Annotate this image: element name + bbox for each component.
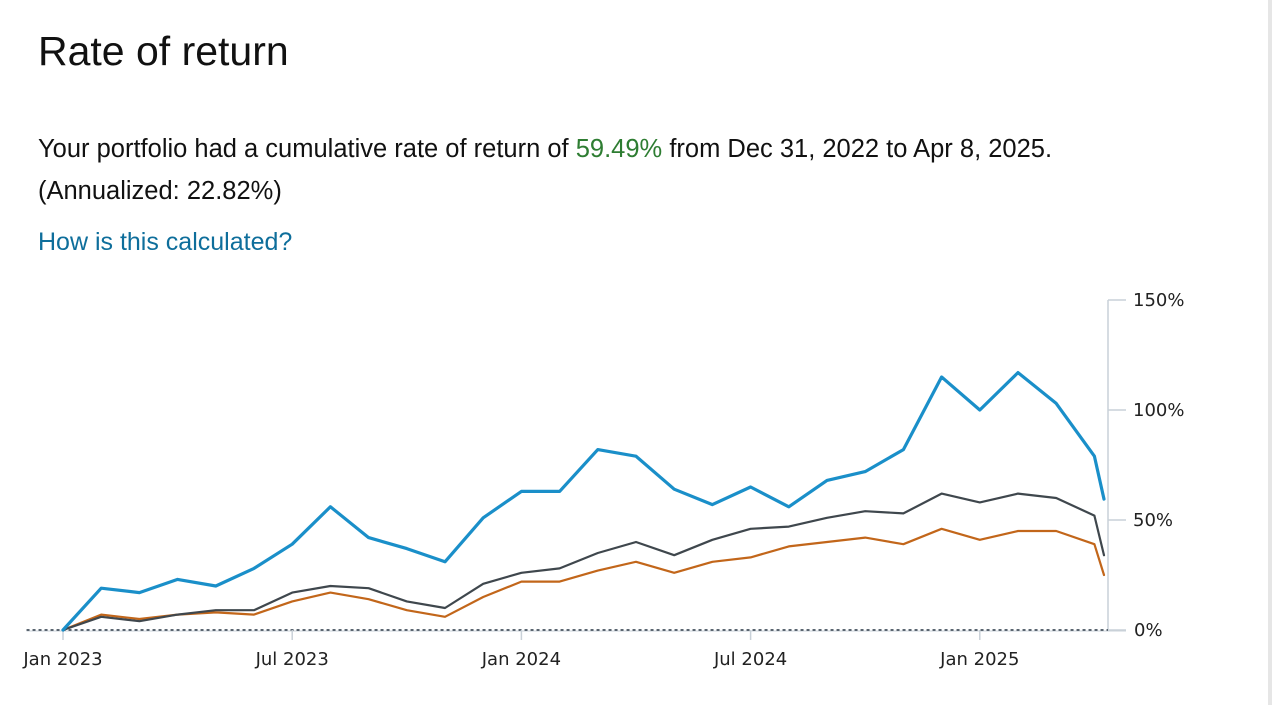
series-line-1 (61, 370, 1106, 632)
y-tick-label: 0% (1134, 620, 1163, 641)
chart-axes (26, 299, 1126, 640)
y-tick-label: 100% (1133, 400, 1184, 421)
x-tick-label: Jan 2025 (939, 649, 1019, 670)
how-calculated-link[interactable]: How is this calculated? (38, 228, 293, 256)
x-tick-label: Jul 2023 (255, 649, 329, 670)
x-tick-label: Jan 2023 (22, 649, 102, 670)
rate-of-return-chart: 150% 100% 50% 0% Jan 2023 Jul 2023 Jan 2024 Jul… (22, 290, 1184, 670)
y-tick-label: 50% (1133, 510, 1173, 531)
annualized-return: (Annualized: 22.82%) (38, 177, 282, 205)
x-tick-label: Jul 2024 (713, 649, 787, 670)
scrollbar-track[interactable] (1268, 0, 1272, 705)
page-title: Rate of return (38, 28, 289, 74)
chart-series (61, 370, 1106, 632)
summary-suffix: from Dec 31, 2022 to Apr 8, 2025. (669, 135, 1053, 163)
series-line-3 (61, 527, 1106, 632)
return-summary: Your portfolio had a cumulative rate of … (38, 128, 1238, 212)
y-tick-label: 150% (1133, 290, 1184, 311)
chart-labels: 150% 100% 50% 0% Jan 2023 Jul 2023 Jan 2024 Jul… (22, 290, 1184, 670)
x-tick-label: Jan 2024 (481, 649, 561, 670)
series-line-2 (61, 492, 1106, 632)
summary-prefix: Your portfolio had a cumulative rate of … (38, 135, 569, 163)
cumulative-return-value: 59.49% (575, 135, 663, 163)
